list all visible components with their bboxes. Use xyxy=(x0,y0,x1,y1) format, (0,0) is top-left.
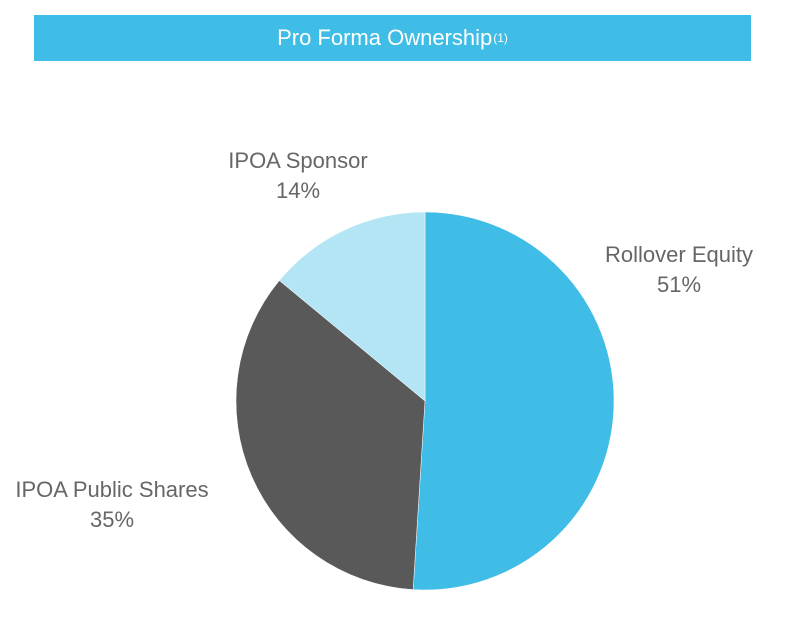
slice-label-rollover-equity: Rollover Equity xyxy=(605,242,753,267)
slice-label-ipoa-public-shares: IPOA Public Shares xyxy=(15,477,208,502)
pie-slice-ipoa-sponsor xyxy=(279,211,426,402)
slice-label-ipoa-sponsor: IPOA Sponsor xyxy=(228,148,367,173)
chart-title: Pro Forma Ownership xyxy=(277,25,493,50)
slice-value-ipoa-sponsor: 14% xyxy=(276,178,320,203)
pie-slice-rollover-equity xyxy=(412,211,615,591)
title-footnote: (1) xyxy=(493,31,508,45)
chart-title-bar: Pro Forma Ownership (1) xyxy=(34,15,751,61)
pie-slice-ipoa-public-shares xyxy=(235,280,426,590)
slice-value-ipoa-public-shares: 35% xyxy=(90,507,134,532)
slice-value-rollover-equity: 51% xyxy=(657,272,701,297)
